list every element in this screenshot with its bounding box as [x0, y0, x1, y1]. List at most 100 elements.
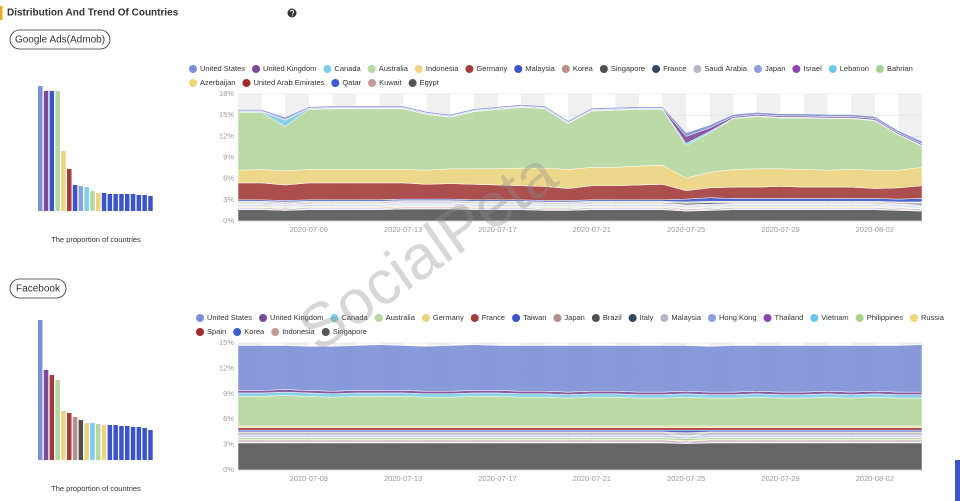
section-tab[interactable] — [9, 29, 111, 50]
legend-swatch — [321, 328, 330, 336]
section-title: Facebook — [16, 284, 61, 295]
x-tick-label: 2020-08-02 — [856, 474, 894, 483]
legend-item[interactable]: Brazil — [591, 313, 622, 322]
legend-label: Indonesia — [282, 327, 315, 336]
legend-label: France — [482, 313, 505, 322]
bar — [72, 417, 78, 460]
legend-item[interactable]: Malaysia — [660, 313, 702, 322]
legend-label: Philippines — [867, 313, 904, 322]
legend-swatch — [512, 314, 521, 322]
legend-item[interactable]: Qatar — [331, 78, 362, 87]
legend-item[interactable]: Azerbaijan — [189, 78, 235, 87]
legend-item[interactable]: Australia — [367, 64, 409, 73]
legend-label: Indonesia — [426, 64, 459, 73]
legend-item[interactable]: Korea — [561, 64, 594, 73]
side-button[interactable] — [955, 460, 960, 501]
legend-item[interactable]: France — [470, 313, 505, 322]
legend-swatch — [252, 65, 261, 73]
x-tick-label: 2020-07-17 — [478, 225, 516, 234]
legend-item[interactable]: Kuwait — [368, 78, 403, 87]
legend-item[interactable]: United Kingdom — [252, 64, 316, 73]
bar — [101, 193, 107, 211]
legend-label: United Kingdom — [263, 64, 316, 73]
legend-item[interactable]: Singapore — [599, 64, 645, 73]
legend-item[interactable]: Lebanon — [828, 64, 869, 73]
legend-item[interactable]: Canada — [323, 64, 362, 73]
bar — [90, 191, 95, 211]
legend-item[interactable]: Indonesia — [271, 327, 316, 336]
x-tick-label: 2020-07-29 — [761, 474, 799, 483]
legend-item[interactable]: Egypt — [408, 78, 440, 87]
legend-label: Vietnam — [821, 313, 848, 322]
legend-swatch — [408, 79, 417, 87]
legend-swatch — [189, 65, 197, 73]
legend-swatch — [753, 65, 762, 73]
legend-item[interactable]: Germany — [421, 313, 464, 322]
x-tick-label: 2020-07-17 — [478, 474, 516, 483]
legend-swatch — [810, 314, 819, 322]
area-band — [237, 427, 923, 431]
help-icon[interactable] — [287, 8, 297, 18]
legend-item[interactable]: Italy — [628, 313, 654, 322]
section-tab[interactable] — [9, 278, 67, 299]
legend-swatch — [414, 65, 423, 73]
legend-item[interactable]: United States — [196, 313, 252, 322]
legend-swatch — [792, 65, 801, 73]
bar — [96, 193, 101, 211]
legend-item[interactable]: Bahrian — [875, 64, 913, 73]
caption: The proportion of countries — [51, 235, 141, 244]
legend-item[interactable]: Malaysia — [514, 64, 556, 73]
legend-item[interactable]: Taiwan — [512, 313, 546, 322]
charts: Google Ads(Admob) The proportion of count… — [9, 29, 945, 493]
legend-item[interactable]: Singapore — [321, 327, 367, 336]
area-band — [237, 442, 923, 471]
legend-item[interactable]: United Arab Emirates — [242, 78, 325, 87]
legend-item[interactable]: Indonesia — [414, 64, 459, 73]
y-tick-label: 12% — [219, 131, 234, 140]
y-tick-label: 3% — [223, 195, 234, 204]
legend-label: Azerbaijan — [200, 78, 235, 87]
bar — [119, 194, 124, 211]
bar — [84, 187, 89, 211]
area-band — [237, 395, 923, 427]
legend-item[interactable]: Russia — [909, 313, 945, 322]
legend-item[interactable]: Israel — [792, 64, 822, 73]
page-title: Distribution And Trend Of Countries — [7, 8, 179, 19]
legend-item[interactable]: Germany — [465, 64, 507, 73]
legend-label: Canada — [341, 313, 368, 322]
legend-swatch — [599, 65, 608, 73]
legend-swatch — [323, 65, 332, 73]
x-tick-label: 2020-08-02 — [856, 225, 894, 234]
legend-label: Malaysia — [525, 64, 555, 73]
legend-label: United Kingdom — [270, 313, 323, 322]
legend-item[interactable]: Vietnam — [810, 313, 849, 322]
x-tick-label: 2020-07-25 — [667, 474, 705, 483]
legend-item[interactable]: Australia — [374, 313, 416, 322]
legend-item[interactable]: Canada — [330, 313, 369, 322]
legend-item[interactable]: Saudi Arabia — [693, 64, 748, 73]
legend-label: Germany — [433, 313, 464, 322]
bar — [142, 195, 147, 211]
bar — [142, 428, 147, 460]
legend-item[interactable]: Philippines — [855, 313, 904, 322]
y-tick-label: 15% — [219, 110, 234, 119]
legend-label: Korea — [244, 327, 265, 336]
legend-item[interactable]: Thailand — [763, 313, 804, 322]
legend-item[interactable]: Spain — [196, 327, 226, 336]
legend-item[interactable]: Japan — [553, 313, 585, 322]
legend-item[interactable]: United Kingdom — [259, 313, 323, 322]
legend-swatch — [465, 65, 474, 73]
legend-item[interactable]: United States — [189, 64, 245, 73]
legend-label: Brazil — [603, 313, 622, 322]
legend-item[interactable]: Hong Kong — [707, 313, 757, 322]
legend-label: United Arab Emirates — [253, 78, 324, 87]
legend-item[interactable]: Korea — [233, 327, 265, 336]
legend-swatch — [331, 79, 340, 87]
legend-swatch — [855, 314, 864, 322]
legend-item[interactable]: Japan — [753, 64, 785, 73]
legend-swatch — [561, 65, 570, 73]
bar — [107, 194, 113, 211]
legend-item[interactable]: France — [652, 64, 686, 73]
y-tick-label: 12% — [219, 363, 234, 372]
legend-label: France — [663, 64, 686, 73]
